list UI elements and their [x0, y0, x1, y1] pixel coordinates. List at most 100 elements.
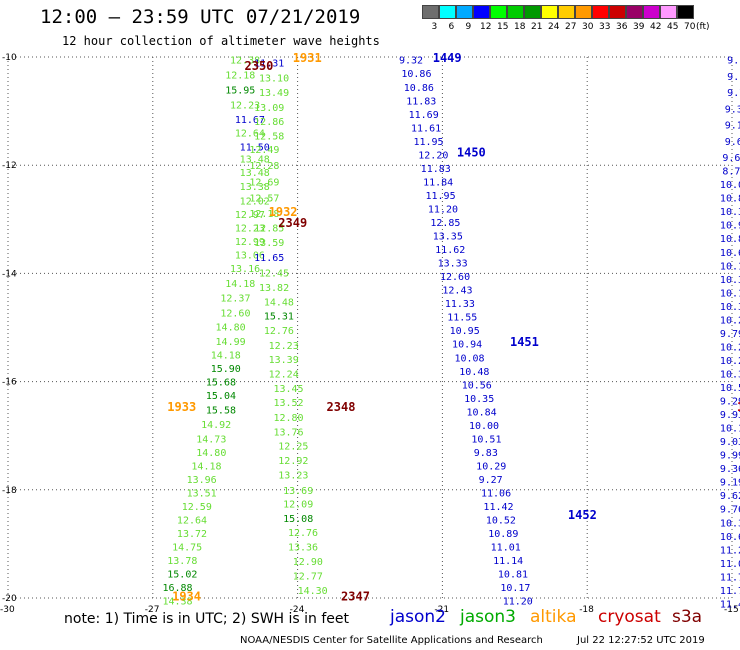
wave-height-value: 12.49: [249, 145, 279, 156]
color-scale-swatch: [558, 5, 575, 19]
credit-footer: NOAA/NESDIS Center for Satellite Applica…: [240, 635, 543, 646]
wave-height-value: 9.19: [720, 478, 740, 489]
color-scale-tick: 39: [633, 22, 645, 32]
wave-height-value: 10.55: [720, 383, 740, 394]
color-scale-tick: 3: [431, 22, 438, 32]
wave-height-value: 15.58: [206, 406, 236, 417]
wave-height-value: 11.50: [240, 142, 270, 153]
wave-height-value: 9.83: [474, 448, 498, 459]
wave-height-value: 9.93: [720, 410, 740, 421]
color-scale-tick: 6: [448, 22, 455, 32]
pass-time-label: 1450: [457, 146, 486, 160]
color-scale-swatch: [643, 5, 660, 19]
wave-height-value: 12.58: [254, 131, 284, 142]
wave-height-value: 10.35: [464, 394, 494, 405]
wave-height-value: 11.31: [254, 58, 284, 69]
wave-height-value: 12.18: [249, 209, 279, 220]
color-scale-tick: 36: [616, 22, 628, 32]
wave-height-value: 11.84: [423, 177, 453, 188]
units-note: note: 1) Time is in UTC; 2) SWH is in fe…: [64, 611, 350, 627]
wave-height-value: 12.76: [264, 326, 294, 337]
wave-height-value: 11.55: [447, 313, 477, 324]
wave-height-value: 13.82: [259, 283, 289, 294]
wave-height-value: 9.: [727, 72, 739, 83]
wave-height-value: 11.67: [235, 115, 265, 126]
color-scale-swatch: [660, 5, 677, 19]
wave-height-value: 13.51: [187, 489, 217, 500]
wave-height-value: 13.48: [240, 155, 270, 166]
wave-height-value: 10.23: [720, 356, 740, 367]
wave-height-value: 14.38: [162, 597, 192, 608]
wave-height-value: 14.99: [216, 337, 246, 348]
wave-height-value: 10.36: [720, 302, 740, 313]
color-scale-tick: (ft): [696, 22, 710, 32]
wave-height-value: 12.85: [430, 218, 460, 229]
pass-time-label: 1931: [293, 51, 322, 65]
wave-height-value: 10.97: [720, 221, 740, 232]
wave-height-value: 13.16: [230, 264, 260, 275]
wave-height-value: 10.00: [469, 421, 499, 432]
y-tick-label: -20: [2, 594, 17, 604]
wave-height-value: 14.18: [211, 351, 241, 362]
color-scale-swatch: [439, 5, 456, 19]
wave-height-value: 12.69: [249, 177, 279, 188]
wave-height-value: 12.97: [235, 210, 265, 221]
wave-height-value: 10.86: [401, 69, 431, 80]
pass-time-label: 1451: [510, 335, 539, 349]
wave-height-value: 14.48: [264, 298, 294, 309]
wave-height-value: 12.60: [440, 272, 470, 283]
wave-height-value: 9.3: [725, 104, 740, 115]
wave-height-value: 12.18: [225, 70, 255, 81]
x-tick-label: -27: [145, 605, 160, 615]
y-tick-label: -18: [2, 486, 17, 496]
wave-height-value: 11.06: [481, 489, 511, 500]
wave-height-value: 11.83: [406, 96, 436, 107]
color-scale-tick: 30: [582, 22, 594, 32]
wave-height-value: 12.77: [293, 571, 323, 582]
wave-height-value: 13.35: [433, 232, 463, 243]
color-scale-swatch: [609, 5, 626, 19]
color-scale-swatch: [490, 5, 507, 19]
color-scale-swatch: [592, 5, 609, 19]
wave-height-value: 10.25: [720, 315, 740, 326]
wave-height-value: 12.80: [273, 413, 303, 424]
wave-height-value: 10.02: [720, 180, 740, 191]
wave-height-value: 13.48: [240, 168, 270, 179]
wave-height-value: 12.20: [418, 150, 448, 161]
wave-height-value: 11.78: [720, 586, 740, 597]
wave-height-value: 11.14: [493, 556, 523, 567]
wave-height-value: 10.34: [720, 369, 740, 380]
map-subtitle: 12 hour collection of altimeter wave hei…: [62, 34, 380, 48]
wave-height-value: 10.33: [720, 275, 740, 286]
wave-height-value: 10.18: [720, 424, 740, 435]
wave-height-value: 9.29: [720, 397, 740, 408]
wave-height-value: 10.94: [452, 340, 482, 351]
wave-height-value: 11.78: [720, 572, 740, 583]
wave-height-value: 11.40: [720, 599, 740, 610]
wave-height-value: 13.49: [259, 88, 289, 99]
wave-height-value: 9.69: [722, 153, 740, 164]
y-tick-label: -16: [2, 378, 17, 388]
wave-height-value: 16.88: [162, 583, 192, 594]
wave-height-value: 12.59: [182, 502, 212, 513]
wave-height-value: 14.73: [196, 434, 226, 445]
wave-height-value: 14.18: [191, 461, 221, 472]
color-scale-tick: 33: [599, 22, 611, 32]
wave-height-value: 13.06: [235, 250, 265, 261]
wave-height-value: 10.29: [476, 461, 506, 472]
wave-height-value: 9.99: [720, 451, 740, 462]
wave-height-value: 14.80: [216, 322, 246, 333]
wave-height-value: 12.02: [240, 196, 270, 207]
color-scale-swatch: [524, 5, 541, 19]
color-scale-swatch: [677, 5, 694, 19]
wave-height-value: 11.95: [426, 191, 456, 202]
wave-height-value: 12.38: [230, 56, 260, 67]
pass-time-label: 1449: [433, 51, 462, 65]
wave-height-value: 11.61: [411, 123, 441, 134]
color-scale-tick: 24: [548, 22, 560, 32]
wave-height-value: 10.69: [720, 532, 740, 543]
wave-height-value: 15.68: [206, 378, 236, 389]
wave-height-value: 11.83: [421, 164, 451, 175]
pass-time-label: 2350: [245, 59, 274, 73]
color-scale-tick: 18: [514, 22, 526, 32]
